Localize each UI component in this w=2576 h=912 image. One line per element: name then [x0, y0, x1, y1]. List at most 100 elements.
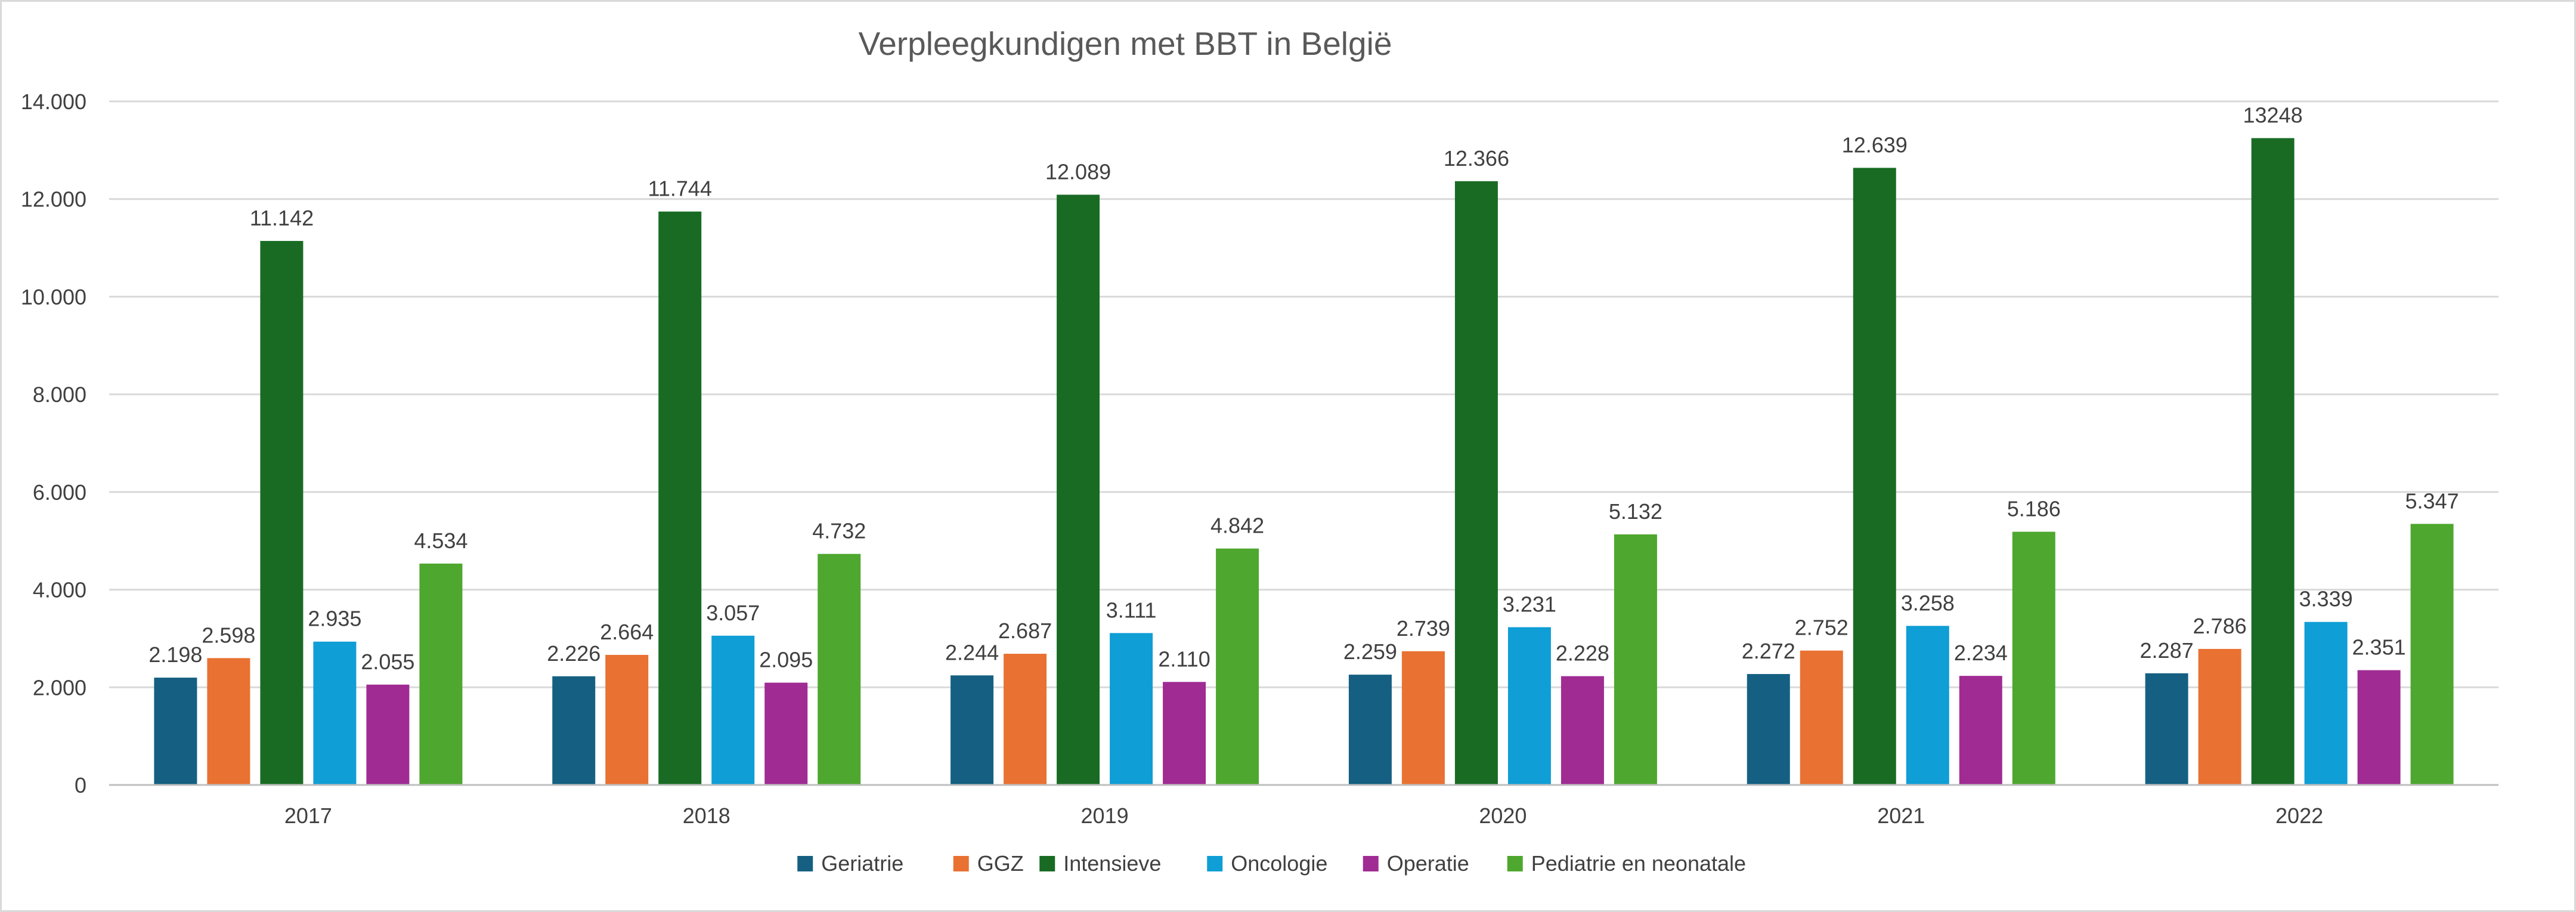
- bar-geriatrie-2018: [552, 676, 596, 785]
- data-label: 2.687: [998, 619, 1052, 643]
- bar-ggz-2022: [2198, 648, 2241, 785]
- bar-ggz-2018: [605, 654, 649, 785]
- data-label: 2.228: [1556, 641, 1609, 666]
- data-label: 5.132: [1609, 499, 1662, 524]
- bar-operatie-2019: [1163, 682, 1206, 785]
- legend-label: Pediatrie en neonatale: [1531, 851, 1746, 876]
- bar-pediatrie-en-neonatale-2022: [2410, 524, 2454, 785]
- legend-swatch: [1507, 856, 1523, 871]
- data-label: 12.639: [1842, 132, 1908, 157]
- bar-oncologie-2022: [2304, 622, 2348, 785]
- legend-item: Pediatrie en neonatale: [1507, 851, 1746, 876]
- data-label: 2.287: [2140, 638, 2194, 663]
- x-tick-label: 2019: [1081, 803, 1129, 828]
- bar-intensieve-2022: [2251, 138, 2295, 786]
- bar-oncologie-2020: [1507, 627, 1551, 785]
- bar-ggz-2020: [1401, 651, 1445, 785]
- legend-label: GGZ: [977, 851, 1024, 876]
- x-tick-label: 2017: [284, 803, 332, 828]
- data-label: 4.732: [812, 519, 866, 543]
- chart-title: Verpleegkundigen met BBT in België: [859, 25, 1392, 62]
- data-label: 2.786: [2193, 614, 2247, 638]
- legend-item: Operatie: [1363, 851, 1469, 876]
- data-label: 11.744: [648, 177, 712, 201]
- bar-intensieve-2018: [658, 211, 702, 786]
- legend: Geriatrie GGZ Intensieve Oncologie Operatie P…: [797, 851, 1746, 876]
- data-label: 2.244: [945, 640, 999, 664]
- y-axis-ticks: 0 2.000 4.000 6.000 8.000 10.000 12.000 14.000: [21, 89, 86, 797]
- bar-pediatrie-en-neonatale-2021: [2012, 531, 2055, 785]
- data-label: 5.186: [2007, 496, 2061, 521]
- bar-geriatrie-2022: [2145, 673, 2188, 785]
- bar-oncologie-2018: [711, 635, 755, 785]
- data-label: 2.198: [148, 642, 202, 667]
- y-tick-label: 14.000: [21, 89, 86, 114]
- data-label: 13248: [2243, 103, 2303, 128]
- x-tick-label: 2020: [1479, 803, 1527, 828]
- bar-intensieve-2021: [1853, 168, 1896, 785]
- data-label: 5.347: [2405, 489, 2459, 513]
- bar-geriatrie-2020: [1348, 675, 1392, 785]
- data-label: 3.057: [706, 601, 760, 625]
- data-label: 2.351: [2352, 635, 2406, 660]
- y-tick-label: 8.000: [33, 382, 86, 407]
- data-label: 2.055: [361, 650, 414, 674]
- legend-swatch: [1039, 856, 1055, 871]
- data-label: 3.339: [2299, 587, 2353, 611]
- y-tick-label: 2.000: [33, 675, 86, 700]
- bar-operatie-2020: [1561, 676, 1604, 785]
- legend-label: Oncologie: [1231, 851, 1327, 876]
- bar-operatie-2018: [764, 682, 808, 785]
- y-tick-label: 4.000: [33, 578, 86, 602]
- bar-oncologie-2019: [1110, 633, 1153, 785]
- bar-pediatrie-en-neonatale-2017: [419, 563, 463, 785]
- x-axis-ticks: 2017 2018 2019 2020 2021 2022: [284, 803, 2323, 828]
- bar-ggz-2019: [1004, 654, 1047, 785]
- gridlines: [109, 100, 2498, 688]
- data-label: 12.089: [1045, 159, 1111, 184]
- bar-operatie-2022: [2357, 670, 2401, 785]
- bar-pediatrie-en-neonatale-2019: [1216, 548, 1259, 785]
- bars: [154, 138, 2454, 786]
- bar-operatie-2021: [1959, 676, 2002, 785]
- bar-ggz-2017: [207, 658, 250, 785]
- legend-item: Intensieve: [1039, 851, 1161, 876]
- bar-oncologie-2017: [313, 641, 357, 785]
- x-tick-label: 2022: [2275, 803, 2323, 828]
- data-label: 2.259: [1343, 639, 1397, 664]
- bar-operatie-2017: [366, 684, 410, 785]
- data-label: 2.110: [1158, 647, 1210, 671]
- bar-intensieve-2020: [1454, 181, 1498, 785]
- legend-item: GGZ: [953, 851, 1024, 876]
- data-label: 2.664: [600, 620, 654, 644]
- data-label: 2.739: [1397, 616, 1450, 641]
- bar-geriatrie-2019: [950, 675, 994, 785]
- data-label: 3.258: [1901, 591, 1955, 615]
- legend-label: Geriatrie: [821, 851, 903, 876]
- bar-pediatrie-en-neonatale-2018: [818, 554, 861, 785]
- bar-oncologie-2021: [1906, 626, 1949, 785]
- data-label: 4.534: [414, 528, 467, 553]
- legend-swatch: [953, 856, 969, 871]
- data-label: 3.231: [1503, 592, 1556, 617]
- y-tick-label: 12.000: [21, 187, 86, 212]
- legend-swatch: [1207, 856, 1223, 871]
- y-tick-label: 6.000: [33, 480, 86, 505]
- data-label: 2.095: [759, 648, 813, 672]
- data-label: 3.111: [1106, 598, 1157, 622]
- bar-ggz-2021: [1800, 650, 1843, 785]
- bar-intensieve-2017: [260, 240, 304, 785]
- data-label: 2.226: [547, 641, 600, 666]
- legend-swatch: [1363, 856, 1379, 871]
- data-label: 4.842: [1210, 514, 1264, 538]
- legend-swatch: [797, 856, 813, 871]
- legend-item: Oncologie: [1207, 851, 1327, 876]
- y-tick-label: 0: [75, 773, 86, 797]
- data-label: 2.234: [1954, 641, 2008, 665]
- legend-label: Operatie: [1387, 851, 1469, 876]
- legend-item: Geriatrie: [797, 851, 903, 876]
- data-label: 12.366: [1444, 146, 1509, 171]
- data-label: 2.272: [1742, 639, 1795, 663]
